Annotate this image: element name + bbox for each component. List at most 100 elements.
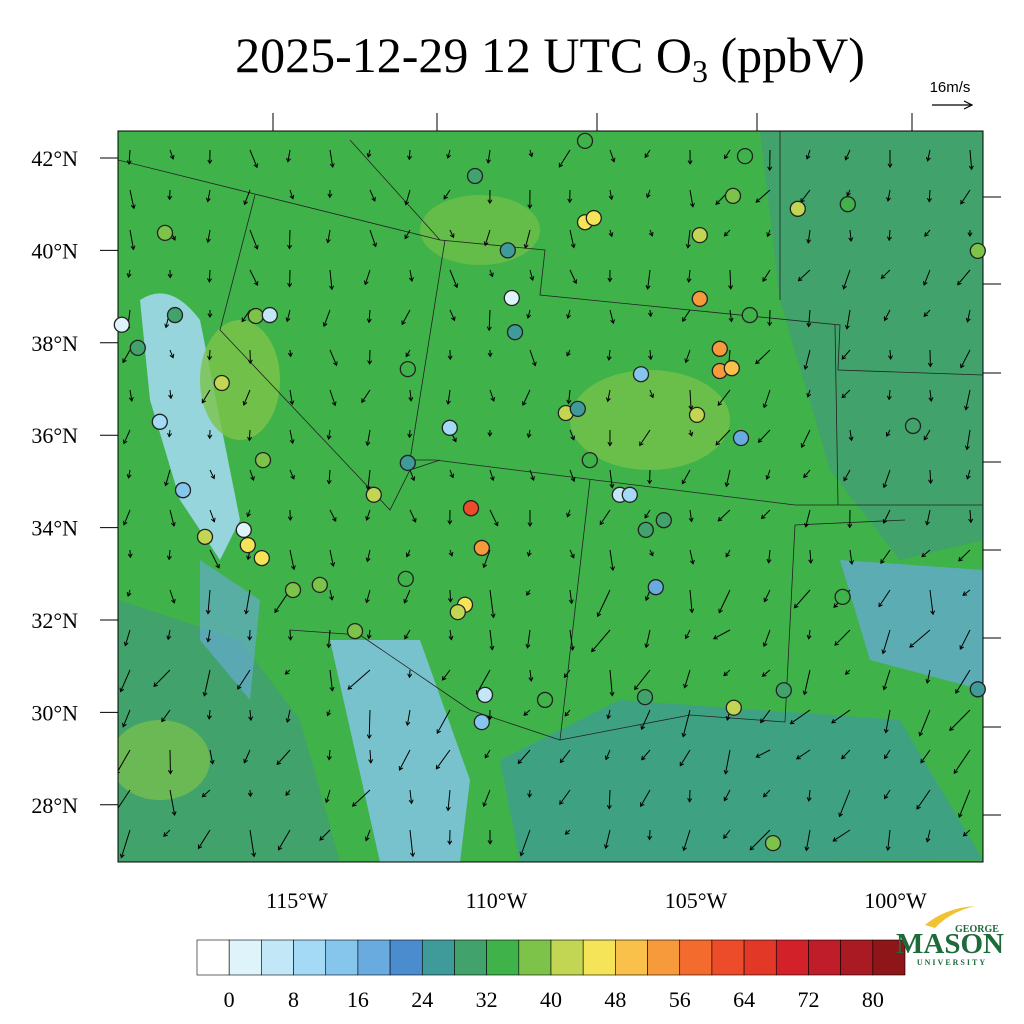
wind-arrow [647, 309, 653, 318]
wind-arrow [486, 149, 492, 164]
wind-arrow [558, 149, 571, 168]
wind-arrow [848, 429, 854, 442]
station [741, 306, 758, 324]
wind-arrow [329, 589, 334, 601]
wind-arrow [289, 549, 296, 571]
lat-label: 34°N [31, 516, 78, 541]
wind-arrow [205, 589, 211, 615]
wind-arrow [445, 789, 451, 812]
wind-arrow [247, 789, 253, 798]
wind-arrow [489, 389, 496, 402]
wind-arrow [644, 509, 651, 519]
wind-arrow [351, 789, 371, 807]
wind-arrow [529, 469, 535, 481]
wind-arrow [841, 749, 851, 760]
wind-arrow [241, 309, 251, 323]
wind-arrow [847, 509, 853, 529]
wind-arrow [609, 149, 616, 163]
wind-arrow [287, 509, 293, 522]
wind-arrow [641, 749, 651, 761]
station [764, 834, 782, 852]
station [725, 699, 742, 716]
wind-arrow [169, 149, 175, 160]
station [254, 451, 272, 469]
wind-arrow [119, 829, 131, 859]
wind-arrow [329, 349, 338, 367]
wind-arrow [408, 789, 414, 805]
station [476, 686, 494, 703]
wind-arrow [569, 629, 575, 651]
wind-arrow [883, 709, 891, 734]
station [466, 167, 484, 185]
wind-arrow [804, 509, 811, 528]
wind-arrow [689, 549, 695, 565]
colorbar-swatch [261, 939, 294, 976]
lat-label: 42°N [31, 146, 78, 171]
wind-arrow [717, 389, 731, 407]
wind-arrow [447, 589, 453, 603]
station [789, 200, 806, 217]
wind-arrow [366, 309, 372, 324]
wind-arrow [123, 629, 131, 647]
wind-arrow [725, 549, 731, 558]
wind-arrow [645, 269, 651, 290]
wind-arrow [887, 349, 893, 360]
wind-arrow [608, 189, 614, 201]
wind-arrow [682, 309, 691, 322]
colorbar-swatch [293, 939, 327, 976]
station [113, 316, 130, 333]
wind-arrow [965, 309, 971, 323]
colorbar-swatch [582, 939, 616, 976]
wind-arrow [909, 629, 931, 648]
wind-arrow [755, 349, 771, 365]
wind-arrow [126, 149, 132, 166]
wind-arrow [369, 189, 376, 202]
wind-arrow [435, 749, 451, 770]
colorbar-swatch [357, 939, 391, 976]
wind-arrow [365, 509, 371, 521]
wind-arrow [277, 829, 291, 851]
lat-label: 32°N [31, 608, 78, 633]
wind-arrow [724, 469, 731, 488]
wind-arrow [249, 229, 259, 250]
wind-arrow [916, 789, 931, 810]
station [569, 400, 586, 418]
wind-arrow [962, 589, 971, 596]
wind-arrow [808, 549, 814, 565]
wind-vectors [118, 149, 974, 859]
colorbar-swatch [679, 939, 713, 976]
lon-label: 105°W [665, 888, 728, 913]
wind-arrow [326, 429, 332, 440]
wind-arrow [728, 269, 734, 290]
wind-arrow [247, 429, 253, 442]
wind-arrow [246, 509, 251, 518]
wind-arrow [163, 829, 171, 837]
wind-arrow [523, 229, 531, 249]
station [688, 406, 706, 424]
wind-arrow [249, 469, 255, 482]
wind-arrow [681, 469, 691, 485]
colorbar-label: 8 [288, 987, 299, 1012]
wind-arrow [831, 709, 851, 724]
logo-main: MASON [896, 928, 1004, 960]
wind-arrow [164, 469, 171, 487]
wind-arrow [206, 629, 211, 643]
wind-arrow [404, 629, 411, 640]
wind-arrow [644, 149, 651, 159]
station [536, 691, 554, 709]
colorbar-swatch [454, 939, 487, 976]
wind-arrow [766, 549, 772, 564]
wind-arrow [489, 269, 494, 278]
wind-arrow [886, 229, 892, 242]
wind-arrow [762, 389, 771, 409]
colorbar-swatch [775, 939, 809, 976]
colorbar-swatch [615, 939, 648, 976]
wind-arrow [607, 429, 613, 447]
station [156, 224, 174, 241]
station [261, 306, 278, 324]
wind-arrow [568, 589, 574, 605]
station [196, 528, 214, 545]
wind-arrow [289, 389, 295, 406]
wind-arrow [762, 269, 771, 283]
colorbar-swatch [840, 939, 874, 976]
